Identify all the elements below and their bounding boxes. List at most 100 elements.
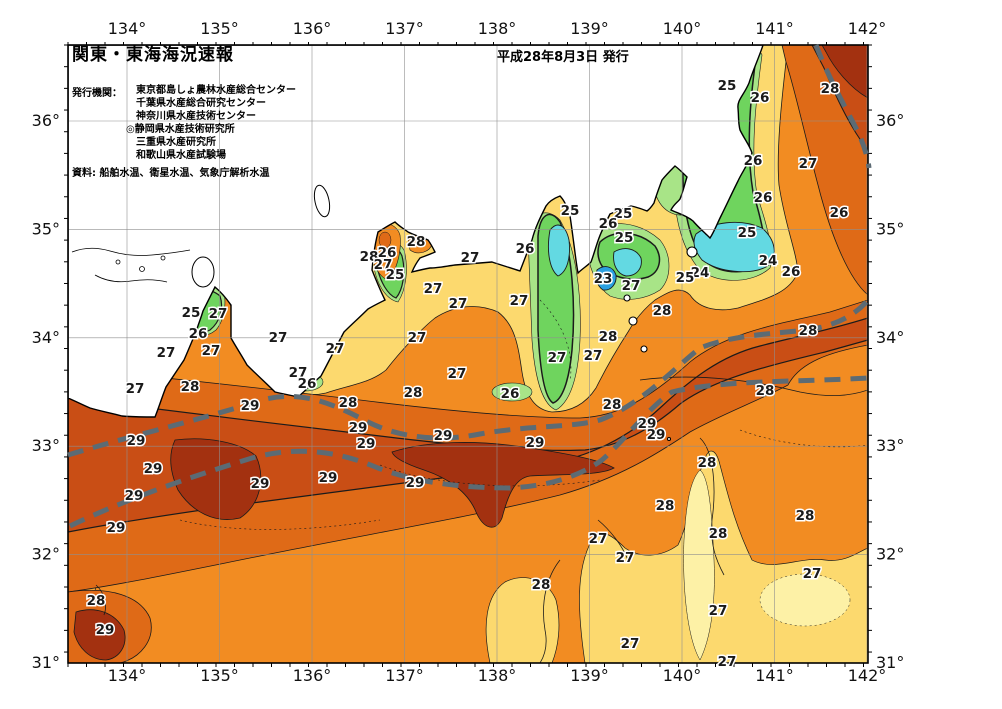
sst-contour-label: 25 <box>561 203 580 219</box>
sst-contour-label: 25 <box>386 267 405 283</box>
sst-contour-label: 28 <box>87 593 106 609</box>
sst-contour-label: 29 <box>107 520 126 536</box>
sst-contour-label: 28 <box>407 234 426 250</box>
sst-contour-label: 29 <box>526 435 545 451</box>
longitude-label: 138° <box>478 666 517 685</box>
sst-contour-label: 27 <box>289 365 308 381</box>
inland-sea-islet <box>115 259 121 265</box>
longitude-label: 136° <box>293 19 332 38</box>
publisher-item: ◎静岡県水産技術研究所 <box>126 124 235 135</box>
sst-contour-label: 27 <box>622 278 641 294</box>
sst-contour-label: 26 <box>516 241 535 257</box>
sst-contour-label: 29 <box>638 416 657 432</box>
latitude-label: 32° <box>876 545 904 564</box>
island <box>666 436 672 442</box>
sst-contour-label: 27 <box>202 343 221 359</box>
longitude-label: 140° <box>663 19 702 38</box>
longitude-label: 138° <box>478 19 517 38</box>
sst-contour-label: 24 <box>759 253 778 269</box>
sst-contour-label: 27 <box>510 293 529 309</box>
sst-contour-label: 27 <box>326 341 345 357</box>
axis-ticks <box>64 42 872 667</box>
sst-contour-label: 28 <box>656 498 675 514</box>
sst-contour-label: 28 <box>532 577 551 593</box>
sst-contour-label: 26 <box>378 245 397 261</box>
sst-contour-label: 27 <box>718 654 737 670</box>
sst-contour-label: 28 <box>796 508 815 524</box>
sst-contour-label: 25 <box>182 305 201 321</box>
longitude-label: 134° <box>108 666 147 685</box>
sst-contour-label: 28 <box>821 81 840 97</box>
sst-contour-label: 29 <box>144 461 163 477</box>
sst-contour-label: 27 <box>589 531 608 547</box>
sst-contour-label: 29 <box>96 622 115 638</box>
sst-contour-label: 26 <box>754 190 773 206</box>
latitude-label: 35° <box>876 219 904 238</box>
map-frame <box>67 44 869 664</box>
island <box>623 294 631 302</box>
longitude-label: 139° <box>570 19 609 38</box>
sst-contour-label: 27 <box>126 381 145 397</box>
island <box>628 316 638 326</box>
izu-islands <box>623 246 698 442</box>
longitude-label: 137° <box>385 666 424 685</box>
latitude-label: 34° <box>32 328 60 347</box>
longitude-label: 135° <box>200 19 239 38</box>
sst-contour-label: 29 <box>125 488 144 504</box>
sst-contour-label: 28 <box>653 303 672 319</box>
sst-contour-label: 29 <box>251 476 270 492</box>
sst-contour-label: 29 <box>647 427 666 443</box>
seto-inland-sea-coast <box>71 247 191 283</box>
sst-contour-label: 27 <box>408 330 427 346</box>
kuroshio-dashed-lines <box>67 44 872 529</box>
longitude-label: 139° <box>570 666 609 685</box>
longitude-label: 134° <box>108 19 147 38</box>
sst-contour-label: 25 <box>738 225 757 241</box>
sst-contour-label: 27 <box>157 345 176 361</box>
longitude-label: 140° <box>663 666 702 685</box>
latitude-label: 34° <box>876 328 904 347</box>
latitude-label: 33° <box>32 436 60 455</box>
sst-contour-label: 25 <box>614 206 633 222</box>
axis-labels: 134° 134° 135° 135° 136° 136° 137° 137° 138° 138°… <box>32 19 905 685</box>
latitude-label: 31° <box>32 653 60 672</box>
sst-contour-label: 29 <box>127 433 146 449</box>
sst-contour-label: 29 <box>434 428 453 444</box>
sst-contour-label: 28 <box>404 385 423 401</box>
sst-contour-label: 27 <box>799 156 818 172</box>
sst-contour-label: 28 <box>799 323 818 339</box>
sst-contour-label: 24 <box>691 265 710 281</box>
inland-sea-islet <box>160 255 166 261</box>
publisher-label: 発行機関： <box>72 88 122 99</box>
publisher-list: 東京都島しょ農林水産総合センター 千葉県水産総合研究センター 神奈川県水産技術セ… <box>126 84 296 162</box>
sst-contour-label: 27 <box>461 250 480 266</box>
sst-contour-label: 29 <box>349 420 368 436</box>
sst-contour-label: 27 <box>449 296 468 312</box>
island <box>686 246 698 258</box>
sst-contour-label: 29 <box>241 398 260 414</box>
report-title: 関東・東海海況速報 <box>72 45 234 65</box>
sst-contour-label: 27 <box>548 350 567 366</box>
latitude-label: 31° <box>876 653 904 672</box>
sst-contour-label: 28 <box>360 249 379 265</box>
sst-contour-label: 28 <box>599 329 618 345</box>
issue-date: 平成28年8月3日 発行 <box>497 50 629 65</box>
sst-contour-label: 27 <box>424 281 443 297</box>
sst-contour-label: 28 <box>709 526 728 542</box>
sst-contour-label: 26 <box>782 264 801 280</box>
publisher-item: 千葉県水産総合研究センター <box>136 98 266 109</box>
sst-contour-label: 26 <box>298 376 317 392</box>
sst-contour-label: 28 <box>181 379 200 395</box>
sst-contour-label: 27 <box>621 636 640 652</box>
publisher-item: 神奈川県水産技術センター <box>136 111 256 122</box>
kuroshio-axis-line <box>67 296 872 458</box>
publisher-item: 三重県水産研究所 <box>136 137 216 148</box>
latitude-label: 36° <box>876 111 904 130</box>
sst-contour-label: 28 <box>698 455 717 471</box>
sst-contour-label: 25 <box>676 270 695 286</box>
sst-contour-label: 26 <box>751 90 770 106</box>
sst-contour-label: 26 <box>744 153 763 169</box>
sst-contour-label: 27 <box>209 306 228 322</box>
longitude-label: 136° <box>293 666 332 685</box>
